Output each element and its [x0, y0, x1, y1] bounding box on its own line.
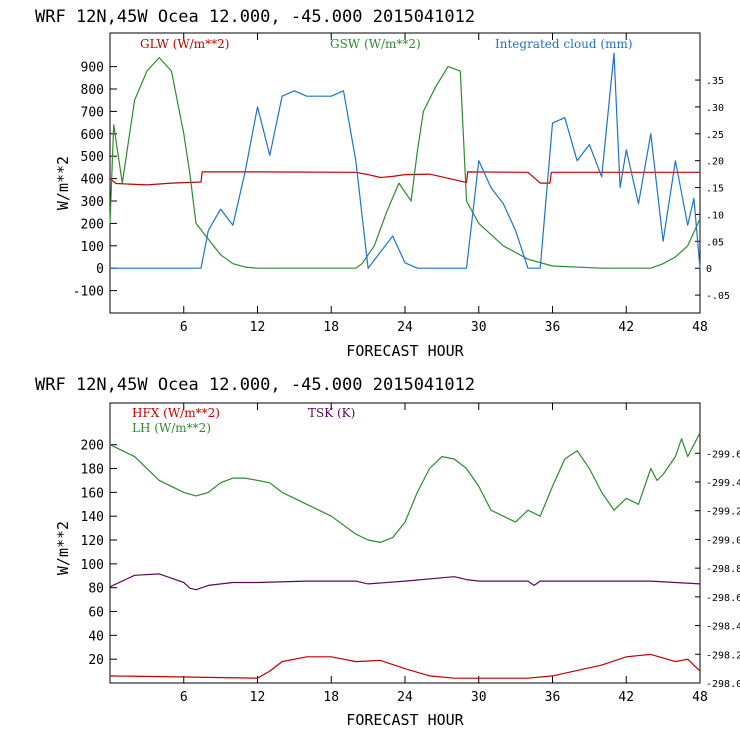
- chart1-xtick-label: 36: [545, 320, 561, 335]
- chart1-ytick-label: -100: [73, 285, 104, 300]
- chart2-xtick-label: 48: [692, 690, 708, 705]
- chart2-y2tick-label: -299.2: [706, 507, 740, 518]
- chart2-series-line-1: [109, 432, 701, 543]
- chart1-ytick-label: 400: [81, 173, 104, 188]
- chart1-xtick-label: 24: [397, 320, 413, 335]
- chart1-xtick-label: 48: [692, 320, 708, 335]
- chart1-ytick-label: 300: [81, 195, 104, 210]
- chart2-y2tick-label: -298.8: [706, 564, 740, 575]
- chart1-ylabel: W/m**2: [54, 156, 72, 210]
- chart1-xtick-label: 12: [250, 320, 266, 335]
- chart1-y2tick-label: -.05: [706, 291, 730, 302]
- chart2-xtick-label: 42: [618, 690, 634, 705]
- chart2-y2tick-label: -298.4: [706, 622, 740, 633]
- chart2-ytick-label: 40: [88, 629, 104, 644]
- chart1-y2tick-label: .05: [706, 237, 724, 248]
- chart1-ytick-label: 0: [96, 262, 104, 277]
- chart2-ytick-label: 180: [81, 463, 104, 478]
- chart2-ytick-label: 140: [81, 510, 104, 525]
- chart2-y2tick-label: -299.6: [706, 449, 740, 460]
- chart1-legend-entry-2: Integrated cloud (mm): [495, 37, 633, 51]
- chart1-ytick-label: 700: [81, 105, 104, 120]
- chart1-y2tick-label: 0: [706, 264, 712, 275]
- chart1-y2tick-label: .10: [706, 210, 724, 221]
- chart1-y2tick-label: .25: [706, 130, 724, 141]
- chart2-legend-entry-1: LH (W/m**2): [132, 421, 211, 435]
- chart2-title: WRF 12N,45W Ocea 12.000, -45.000 2015041…: [35, 375, 475, 395]
- chart1-series-line-2: [110, 52, 701, 269]
- chart2-series-line-0: [109, 653, 701, 679]
- chart2-ytick-label: 60: [88, 606, 104, 621]
- chart2-ytick-label: 120: [81, 534, 104, 549]
- chart1-ytick-label: 500: [81, 150, 104, 165]
- chart1-title: WRF 12N,45W Ocea 12.000, -45.000 2015041…: [35, 7, 475, 27]
- chart1-ytick-label: 900: [81, 61, 104, 76]
- chart1-legend-entry-1: GSW (W/m**2): [330, 37, 421, 51]
- chart2-xtick-label: 12: [250, 690, 266, 705]
- chart2-ylabel: W/m**2: [54, 521, 72, 575]
- chart1-ytick-label: 100: [81, 240, 104, 255]
- chart1-y2tick-label: .30: [706, 103, 724, 114]
- chart2-y2tick-label: -298.0: [706, 679, 740, 690]
- chart1-series-line-0: [109, 171, 700, 186]
- chart1-series-line-1: [109, 57, 701, 269]
- chart1-ytick-label: 200: [81, 217, 104, 232]
- chart2-plot-frame: [109, 402, 701, 684]
- chart2-y2tick-label: -299.4: [706, 478, 740, 489]
- chart2-xlabel: FORECAST HOUR: [346, 711, 464, 729]
- chart2-xtick-label: 30: [471, 690, 487, 705]
- chart2-xtick-label: 6: [180, 690, 188, 705]
- chart2-xtick-label: 24: [397, 690, 413, 705]
- chart1-y2tick-label: .20: [706, 157, 724, 168]
- chart2-ytick-label: 20: [88, 653, 104, 668]
- chart1-xtick-label: 42: [618, 320, 634, 335]
- chart2-series-line-2: [109, 573, 701, 591]
- chart2-legend-entry-2: TSK (K): [308, 406, 355, 420]
- chart2-ytick-label: 200: [81, 439, 104, 454]
- chart1-xtick-label: 30: [471, 320, 487, 335]
- chart2-ytick-label: 100: [81, 558, 104, 573]
- chart2-xtick-label: 36: [545, 690, 561, 705]
- chart2-xtick-label: 18: [323, 690, 339, 705]
- chart2-ytick-label: 80: [88, 582, 104, 597]
- chart1-y2tick-label: .15: [706, 184, 724, 195]
- chart2-y2tick-label: -298.2: [706, 650, 740, 661]
- chart1-ytick-label: 800: [81, 83, 104, 98]
- chart1-xlabel: FORECAST HOUR: [346, 342, 464, 360]
- chart2-ytick-label: 160: [81, 486, 104, 501]
- chart1-ytick-label: 600: [81, 128, 104, 143]
- chart2-y2tick-label: -298.6: [706, 593, 740, 604]
- chart2-legend-entry-0: HFX (W/m**2): [132, 406, 220, 420]
- chart1-xtick-label: 18: [323, 320, 339, 335]
- chart1-y2tick-label: .35: [706, 76, 724, 87]
- chart1-legend-entry-0: GLW (W/m**2): [140, 37, 229, 51]
- chart2-y2tick-label: -299.0: [706, 535, 740, 546]
- chart1-xtick-label: 6: [180, 320, 188, 335]
